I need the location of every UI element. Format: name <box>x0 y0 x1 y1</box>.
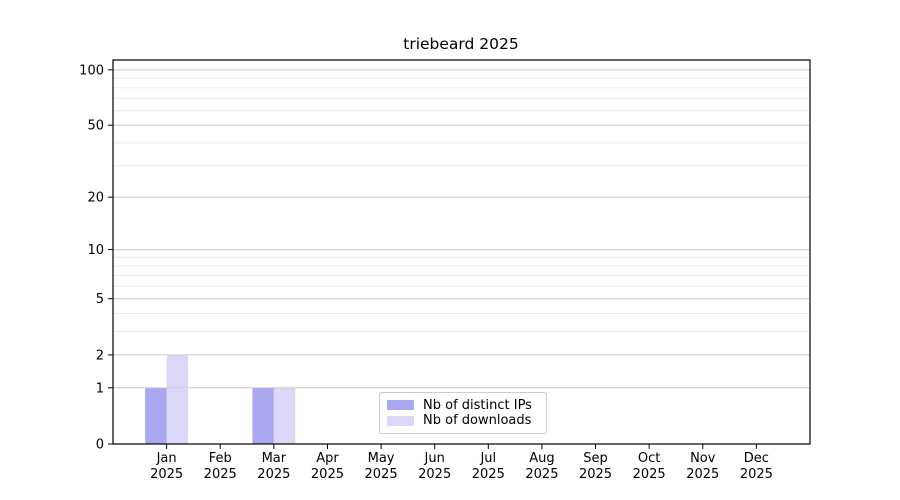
x-tick-label-month: Jul <box>479 451 496 466</box>
chart-title: triebeard 2025 <box>403 35 518 53</box>
x-tick-label-month: Dec <box>744 451 769 466</box>
legend-item-distinct-ips: Nb of distinct IPs <box>387 399 538 412</box>
x-tick-label-year: 2025 <box>472 467 505 482</box>
x-tick-label-month: Sep <box>583 451 608 466</box>
x-tick-label-year: 2025 <box>204 467 237 482</box>
legend-label-distinct-ips: Nb of distinct IPs <box>423 397 532 413</box>
legend: Nb of distinct IPs Nb of downloads <box>379 392 547 434</box>
y-tick-labels: 0 1 2 5 10 20 50 100 <box>79 63 104 452</box>
x-tick-label-month: Aug <box>529 451 554 466</box>
x-tick-label-year: 2025 <box>150 467 183 482</box>
x-tick-labels: Jan2025Feb2025Mar2025Apr2025May2025Jun20… <box>150 451 773 482</box>
y-tick-label: 20 <box>87 191 104 206</box>
x-tick-label-year: 2025 <box>311 467 344 482</box>
x-tick-label-year: 2025 <box>686 467 719 482</box>
tick-marks <box>108 69 757 449</box>
minor-gridlines <box>113 77 810 333</box>
legend-item-downloads: Nb of downloads <box>387 414 538 427</box>
axes <box>112 59 811 445</box>
x-tick-label-month: May <box>368 451 395 466</box>
x-tick-label-year: 2025 <box>418 467 451 482</box>
legend-swatch-distinct-ips <box>387 400 414 411</box>
x-tick-label-month: Nov <box>690 451 716 466</box>
y-tick-label: 50 <box>87 119 104 134</box>
y-tick-label: 1 <box>96 381 104 396</box>
y-tick-label: 0 <box>96 438 104 453</box>
y-tick-label: 10 <box>87 243 104 258</box>
x-tick-label-year: 2025 <box>579 467 612 482</box>
x-tick-label-month: Oct <box>638 451 660 466</box>
bar-jan-distinct-ips <box>145 387 167 444</box>
x-tick-label-year: 2025 <box>525 467 558 482</box>
x-tick-label-month: Jun <box>424 451 445 466</box>
legend-swatch-downloads <box>387 415 414 426</box>
plot-border <box>112 59 811 445</box>
x-tick-label-year: 2025 <box>740 467 773 482</box>
x-tick-label-year: 2025 <box>257 467 290 482</box>
legend-label-downloads: Nb of downloads <box>423 413 532 429</box>
x-tick-label-month: Feb <box>209 451 232 466</box>
y-tick-label: 100 <box>79 63 104 78</box>
x-tick-label-month: Jan <box>156 451 177 466</box>
x-tick-label-year: 2025 <box>633 467 666 482</box>
x-tick-label-month: Apr <box>316 451 339 466</box>
y-tick-label: 5 <box>96 292 104 307</box>
bar-jan-downloads <box>166 354 189 444</box>
bar-mar-downloads <box>273 387 296 444</box>
bars <box>145 354 296 444</box>
bar-mar-distinct-ips <box>252 387 274 444</box>
x-tick-label-month: Mar <box>262 451 287 466</box>
x-tick-label-year: 2025 <box>365 467 398 482</box>
major-gridlines <box>113 69 810 389</box>
y-tick-label: 2 <box>96 348 104 363</box>
